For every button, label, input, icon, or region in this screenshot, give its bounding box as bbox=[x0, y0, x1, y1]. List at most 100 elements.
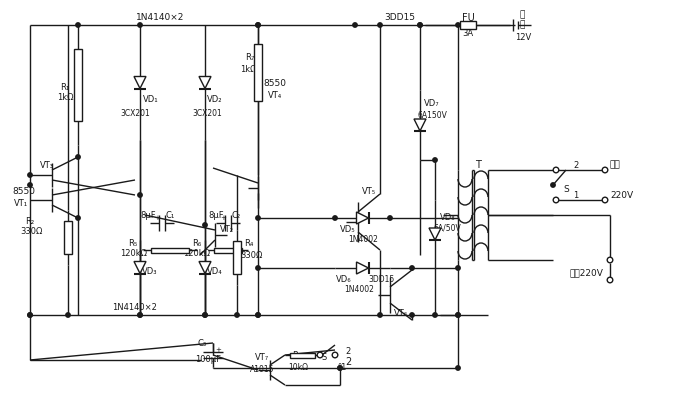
Text: 2: 2 bbox=[573, 160, 578, 170]
Circle shape bbox=[138, 193, 142, 197]
Circle shape bbox=[456, 366, 460, 370]
Text: 120kΩ: 120kΩ bbox=[120, 249, 147, 257]
Circle shape bbox=[255, 216, 260, 220]
Circle shape bbox=[551, 183, 555, 187]
Text: C₂: C₂ bbox=[232, 210, 241, 220]
Text: 1N4002: 1N4002 bbox=[344, 286, 374, 294]
Text: °1: °1 bbox=[337, 363, 346, 373]
Polygon shape bbox=[429, 228, 441, 240]
Polygon shape bbox=[134, 76, 146, 89]
Circle shape bbox=[554, 167, 559, 173]
Circle shape bbox=[138, 313, 142, 317]
Text: 1N4002: 1N4002 bbox=[348, 236, 378, 244]
Text: 8550: 8550 bbox=[12, 187, 35, 197]
Circle shape bbox=[456, 266, 460, 270]
Bar bbox=[151, 247, 189, 252]
Circle shape bbox=[28, 173, 32, 177]
Circle shape bbox=[255, 313, 260, 317]
Polygon shape bbox=[414, 119, 426, 131]
Circle shape bbox=[28, 313, 32, 317]
Circle shape bbox=[433, 313, 437, 317]
Text: 100μF: 100μF bbox=[195, 355, 221, 365]
Circle shape bbox=[388, 216, 392, 220]
Text: +: + bbox=[154, 215, 160, 221]
Circle shape bbox=[602, 167, 608, 173]
Text: VD₈: VD₈ bbox=[440, 213, 456, 223]
Text: T: T bbox=[475, 160, 481, 170]
Circle shape bbox=[554, 197, 559, 203]
Circle shape bbox=[456, 23, 460, 27]
Text: 10kΩ: 10kΩ bbox=[288, 363, 308, 373]
Text: 1N4140×2: 1N4140×2 bbox=[136, 13, 184, 23]
Circle shape bbox=[138, 313, 142, 317]
Circle shape bbox=[332, 352, 338, 358]
Text: 1N4140×2: 1N4140×2 bbox=[112, 302, 158, 312]
Text: 3DD15: 3DD15 bbox=[385, 13, 415, 23]
Text: 1: 1 bbox=[573, 191, 578, 200]
Text: VD₂: VD₂ bbox=[207, 95, 223, 105]
Text: R₄: R₄ bbox=[244, 239, 253, 247]
Text: 330Ω: 330Ω bbox=[240, 250, 262, 260]
Circle shape bbox=[338, 366, 342, 370]
Text: 330Ω: 330Ω bbox=[20, 228, 43, 236]
Text: 3CX201: 3CX201 bbox=[192, 108, 222, 118]
Text: FU: FU bbox=[461, 13, 475, 23]
Polygon shape bbox=[199, 262, 211, 273]
Bar bbox=[290, 352, 315, 357]
Text: R₂: R₂ bbox=[25, 218, 34, 226]
Bar bbox=[233, 241, 241, 274]
Text: 市电220V: 市电220V bbox=[570, 268, 604, 278]
Circle shape bbox=[76, 23, 80, 27]
Text: VD₄: VD₄ bbox=[207, 268, 223, 276]
Text: 120kΩ: 120kΩ bbox=[183, 249, 210, 257]
Circle shape bbox=[203, 223, 207, 227]
Text: R₁: R₁ bbox=[60, 84, 69, 92]
Text: 池: 池 bbox=[519, 21, 524, 29]
Text: C₃: C₃ bbox=[198, 339, 207, 347]
Circle shape bbox=[378, 23, 383, 27]
Text: 6A150V: 6A150V bbox=[418, 110, 448, 120]
Text: VD₆: VD₆ bbox=[336, 276, 352, 284]
Text: VT₇: VT₇ bbox=[255, 354, 269, 362]
Text: 3DD15: 3DD15 bbox=[368, 276, 394, 284]
Circle shape bbox=[456, 313, 460, 317]
Circle shape bbox=[607, 257, 613, 263]
Circle shape bbox=[138, 23, 142, 27]
Text: 3CX201: 3CX201 bbox=[120, 108, 150, 118]
Circle shape bbox=[235, 313, 239, 317]
Text: A1015: A1015 bbox=[250, 365, 274, 375]
Bar bbox=[254, 44, 262, 101]
Text: VT₄: VT₄ bbox=[268, 92, 282, 100]
Circle shape bbox=[255, 23, 260, 27]
Circle shape bbox=[607, 277, 613, 283]
Text: 输出: 输出 bbox=[610, 160, 621, 170]
Circle shape bbox=[203, 313, 207, 317]
Bar bbox=[460, 21, 476, 29]
Bar bbox=[74, 49, 82, 121]
Text: 6A/50V: 6A/50V bbox=[434, 223, 462, 233]
Bar bbox=[64, 221, 72, 254]
Text: VT₃: VT₃ bbox=[40, 160, 54, 170]
Circle shape bbox=[338, 366, 342, 370]
Circle shape bbox=[418, 23, 422, 27]
Circle shape bbox=[418, 23, 422, 27]
Text: VD₁: VD₁ bbox=[143, 95, 158, 105]
Text: VT₅: VT₅ bbox=[362, 187, 376, 197]
Text: VD₇: VD₇ bbox=[424, 99, 440, 108]
Text: VD₅: VD₅ bbox=[340, 226, 355, 234]
Text: VT₆: VT₆ bbox=[394, 309, 408, 318]
Polygon shape bbox=[357, 212, 369, 224]
Circle shape bbox=[255, 266, 260, 270]
Circle shape bbox=[378, 313, 383, 317]
Text: +: + bbox=[220, 215, 226, 221]
Text: 3A: 3A bbox=[463, 29, 473, 37]
Bar bbox=[214, 247, 242, 252]
Text: VD₃: VD₃ bbox=[142, 268, 158, 276]
Text: 2: 2 bbox=[345, 357, 351, 367]
Circle shape bbox=[333, 216, 337, 220]
Polygon shape bbox=[199, 76, 211, 89]
Text: S: S bbox=[322, 354, 327, 362]
Circle shape bbox=[203, 313, 207, 317]
Circle shape bbox=[410, 266, 414, 270]
Text: VT₁: VT₁ bbox=[14, 199, 28, 207]
